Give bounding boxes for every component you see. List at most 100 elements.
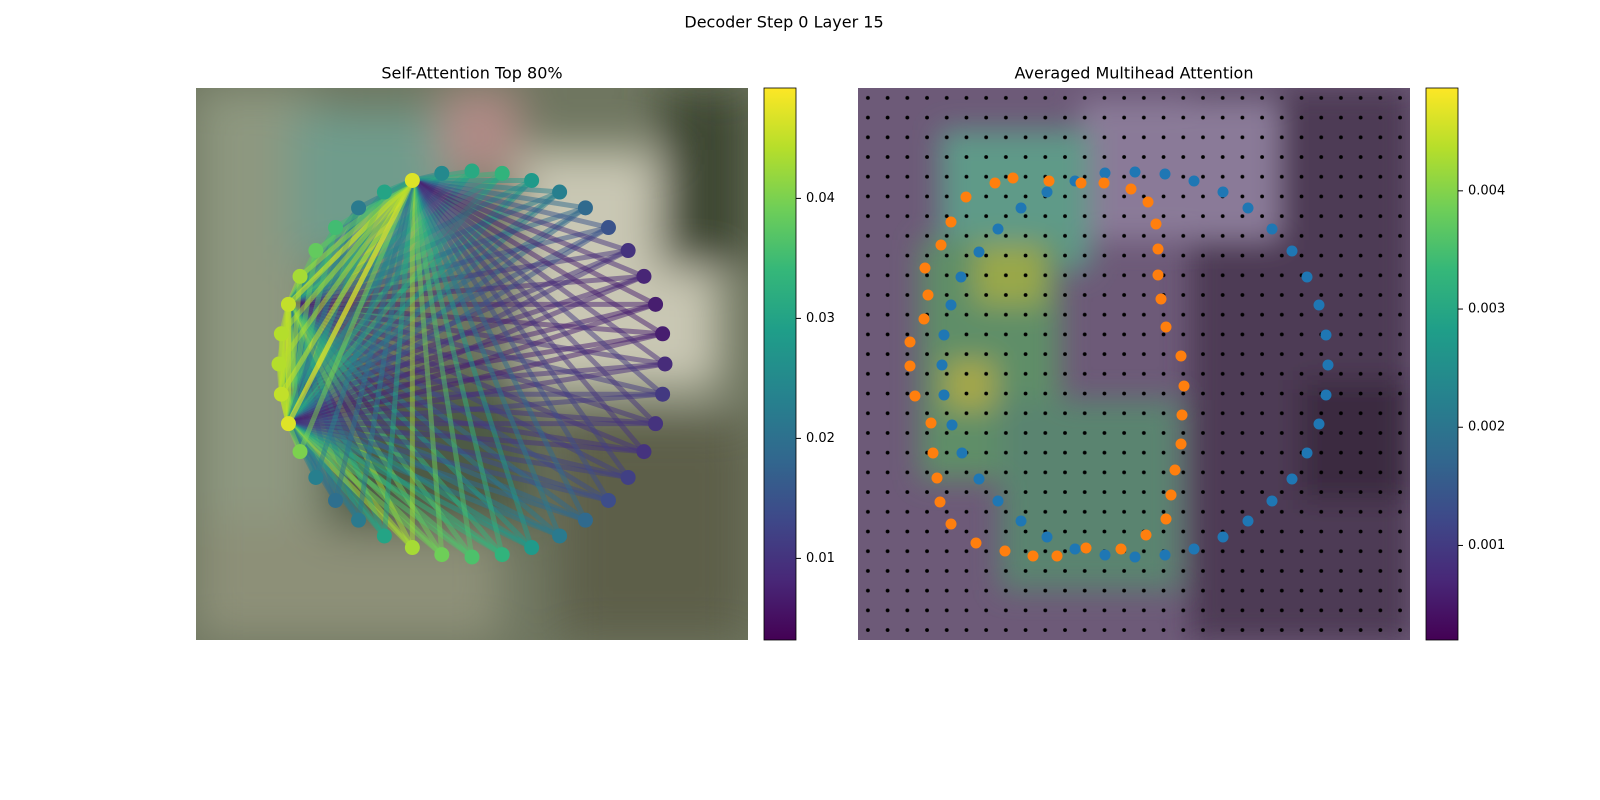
scatter-point bbox=[992, 495, 1004, 507]
attention-node bbox=[636, 268, 652, 284]
scatter-point bbox=[1169, 464, 1181, 476]
attention-edge bbox=[297, 179, 415, 453]
scatter-point bbox=[1129, 166, 1141, 178]
attention-node bbox=[280, 296, 296, 312]
scatter-point bbox=[1150, 218, 1162, 230]
scatter-point bbox=[946, 419, 958, 431]
attention-edge bbox=[287, 421, 610, 503]
scatter-point bbox=[931, 472, 943, 484]
scatter-point bbox=[1175, 350, 1187, 362]
scatter-point bbox=[1075, 177, 1087, 189]
scatter-point bbox=[1320, 389, 1332, 401]
scatter-point bbox=[1080, 542, 1092, 554]
attention-node bbox=[655, 326, 671, 342]
attention-node bbox=[620, 469, 636, 485]
colorbar bbox=[1425, 87, 1459, 641]
scatter-point bbox=[989, 177, 1001, 189]
scatter-point bbox=[918, 313, 930, 325]
scatter-point bbox=[1217, 531, 1229, 543]
scatter-point bbox=[1115, 543, 1127, 555]
scatter-point bbox=[999, 545, 1011, 557]
attention-edge bbox=[279, 179, 415, 396]
subplot-title: Self-Attention Top 80% bbox=[381, 64, 562, 83]
attention-node bbox=[648, 416, 664, 432]
scatter-point bbox=[960, 191, 972, 203]
attention-node bbox=[376, 528, 392, 544]
scatter-point bbox=[1176, 409, 1188, 421]
scatter-point bbox=[904, 360, 916, 372]
attention-edge bbox=[410, 178, 658, 426]
scatter-point bbox=[992, 223, 1004, 235]
attention-node bbox=[376, 184, 392, 200]
scatter-point bbox=[938, 329, 950, 341]
scatter-point bbox=[1099, 167, 1111, 179]
attention-node bbox=[577, 512, 593, 528]
scatter-point bbox=[1242, 202, 1254, 214]
scatter-point bbox=[1015, 202, 1027, 214]
attention-node bbox=[328, 220, 344, 236]
colorbar-tick-label: 0.02 bbox=[806, 431, 835, 446]
attention-node bbox=[648, 296, 664, 312]
scatter-point bbox=[1286, 473, 1298, 485]
scatter-point bbox=[1188, 175, 1200, 187]
scatter-point bbox=[1242, 515, 1254, 527]
attention-edge bbox=[409, 180, 475, 558]
attention-node bbox=[494, 165, 510, 181]
scatter-point bbox=[973, 246, 985, 258]
attention-edge bbox=[356, 180, 415, 521]
scatter-point bbox=[1152, 243, 1164, 255]
attention-edge bbox=[288, 361, 666, 427]
attention-node bbox=[280, 416, 296, 432]
attention-node bbox=[351, 200, 367, 216]
attention-edge bbox=[410, 179, 611, 502]
colorbar-tick-label: 0.04 bbox=[806, 191, 835, 206]
scatter-point bbox=[1043, 175, 1055, 187]
attention-edge bbox=[313, 179, 415, 479]
scatter-point bbox=[1129, 551, 1141, 563]
attention-edge bbox=[411, 178, 657, 307]
attention-node bbox=[404, 540, 420, 556]
right-background bbox=[858, 88, 1410, 640]
attention-node bbox=[292, 268, 308, 284]
attention-edge bbox=[410, 178, 667, 367]
colorbar-tick-label: 0.03 bbox=[806, 311, 835, 326]
scatter-point bbox=[1142, 196, 1154, 208]
attention-node bbox=[600, 492, 616, 508]
attention-node bbox=[271, 356, 287, 372]
scatter-point bbox=[935, 239, 947, 251]
scatter-point bbox=[909, 390, 921, 402]
attention-edge bbox=[288, 421, 629, 480]
scatter-point bbox=[973, 473, 985, 485]
scatter-point bbox=[1160, 513, 1172, 525]
attention-node bbox=[351, 512, 367, 528]
attention-node bbox=[328, 492, 344, 508]
attention-edge bbox=[409, 179, 505, 556]
attention-node bbox=[577, 200, 593, 216]
attention-node bbox=[464, 549, 480, 565]
scatter-point bbox=[1098, 177, 1110, 189]
scatter-point bbox=[936, 359, 948, 371]
attention-edge bbox=[276, 178, 415, 366]
scatter-point bbox=[945, 518, 957, 530]
scatter-point bbox=[1152, 269, 1164, 281]
scatter-point bbox=[945, 216, 957, 228]
attention-graph bbox=[271, 163, 673, 565]
attention-edge bbox=[410, 179, 562, 537]
scatter-point bbox=[927, 447, 939, 459]
attention-edge bbox=[288, 301, 663, 337]
attention-node bbox=[464, 163, 480, 179]
scatter-point bbox=[1178, 380, 1190, 392]
attention-edge bbox=[333, 179, 415, 502]
attention-node bbox=[434, 547, 450, 563]
scatter-point bbox=[919, 262, 931, 274]
scatter-point bbox=[1165, 489, 1177, 501]
attention-node bbox=[273, 386, 289, 402]
scatter-point bbox=[1266, 223, 1278, 235]
scatter-point bbox=[1286, 245, 1298, 257]
colorbar bbox=[763, 87, 797, 641]
scatter-point bbox=[1175, 438, 1187, 450]
attention-node bbox=[524, 172, 540, 188]
scatter-point bbox=[1140, 529, 1152, 541]
scatter-point bbox=[1188, 543, 1200, 555]
scatter-point bbox=[1217, 186, 1229, 198]
